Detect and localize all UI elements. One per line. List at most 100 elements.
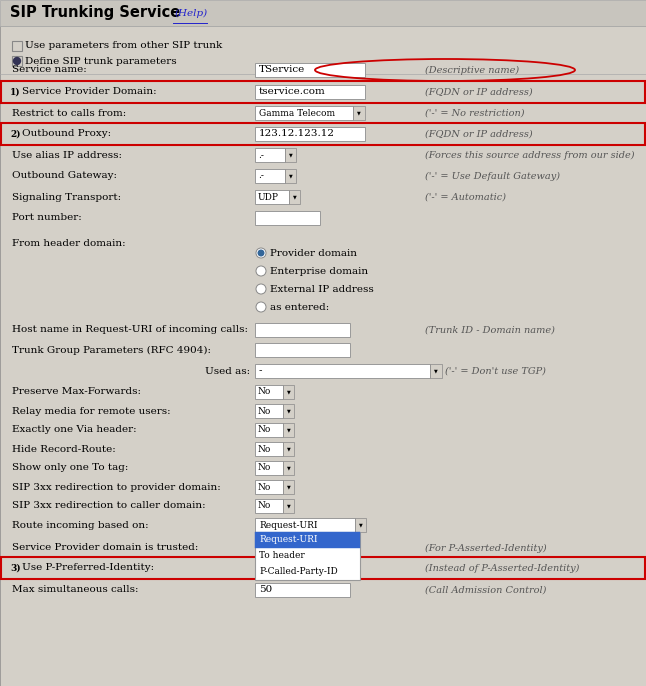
FancyBboxPatch shape xyxy=(255,385,283,399)
Text: (Descriptive name): (Descriptive name) xyxy=(425,65,519,75)
Circle shape xyxy=(256,266,266,276)
FancyBboxPatch shape xyxy=(255,561,289,575)
Text: 123.12.123.12: 123.12.123.12 xyxy=(259,130,335,139)
Text: Service name:: Service name: xyxy=(12,65,87,75)
FancyBboxPatch shape xyxy=(255,169,285,183)
Text: (FQDN or IP address): (FQDN or IP address) xyxy=(425,130,532,139)
Text: Route incoming based on:: Route incoming based on: xyxy=(12,521,149,530)
Text: ▼: ▼ xyxy=(293,565,297,571)
FancyBboxPatch shape xyxy=(285,148,296,162)
Text: .-: .- xyxy=(258,150,264,160)
FancyBboxPatch shape xyxy=(283,442,294,456)
Text: tservice.com: tservice.com xyxy=(259,88,326,97)
FancyBboxPatch shape xyxy=(255,127,365,141)
Text: 50: 50 xyxy=(259,585,272,595)
Text: P-Called-Party-ID: P-Called-Party-ID xyxy=(259,567,338,576)
Text: (Forces this source address from our side): (Forces this source address from our sid… xyxy=(425,150,634,160)
Text: No: No xyxy=(258,445,271,453)
Text: ▼: ▼ xyxy=(287,427,290,432)
Text: No: No xyxy=(258,388,271,397)
Text: Yes: Yes xyxy=(258,563,273,573)
Text: ▼: ▼ xyxy=(287,484,290,490)
Text: Signaling Transport:: Signaling Transport: xyxy=(12,193,121,202)
Text: Enterprise domain: Enterprise domain xyxy=(270,266,368,276)
Text: ▼: ▼ xyxy=(287,447,290,451)
Text: Port number:: Port number: xyxy=(12,213,82,222)
Text: ▼: ▼ xyxy=(287,390,290,394)
Text: ('-' = Automatic): ('-' = Automatic) xyxy=(425,193,506,202)
FancyBboxPatch shape xyxy=(255,85,365,99)
Text: ▼: ▼ xyxy=(357,110,361,115)
FancyBboxPatch shape xyxy=(430,364,442,378)
Text: (Call Admission Control): (Call Admission Control) xyxy=(425,585,547,595)
Text: External IP address: External IP address xyxy=(270,285,374,294)
Text: Exactly one Via header:: Exactly one Via header: xyxy=(12,425,136,434)
Text: Request-URI: Request-URI xyxy=(259,521,317,530)
FancyBboxPatch shape xyxy=(283,423,294,437)
Text: TService: TService xyxy=(259,65,306,75)
Text: Service Provider domain is trusted:: Service Provider domain is trusted: xyxy=(12,543,198,552)
Text: Use parameters from other SIP trunk: Use parameters from other SIP trunk xyxy=(25,41,222,51)
FancyBboxPatch shape xyxy=(1,123,645,145)
Text: Host name in Request-URI of incoming calls:: Host name in Request-URI of incoming cal… xyxy=(12,325,248,335)
Text: (Help): (Help) xyxy=(175,8,208,18)
Text: Outbound Gateway:: Outbound Gateway: xyxy=(12,172,117,180)
FancyBboxPatch shape xyxy=(255,423,283,437)
Text: .-: .- xyxy=(258,172,264,180)
Text: No: No xyxy=(258,425,271,434)
FancyBboxPatch shape xyxy=(255,499,283,513)
FancyBboxPatch shape xyxy=(355,518,366,532)
Text: Service Provider Domain:: Service Provider Domain: xyxy=(22,88,156,97)
Text: No: No xyxy=(258,501,271,510)
Text: No: No xyxy=(258,464,271,473)
Text: SIP 3xx redirection to provider domain:: SIP 3xx redirection to provider domain: xyxy=(12,482,221,491)
Text: No: No xyxy=(258,482,271,491)
Circle shape xyxy=(256,302,266,312)
Text: Preserve Max-Forwards:: Preserve Max-Forwards: xyxy=(12,388,141,397)
Text: Gamma Telecom: Gamma Telecom xyxy=(259,108,335,117)
Text: ('-' = No restriction): ('-' = No restriction) xyxy=(425,108,525,117)
Text: Trunk Group Parameters (RFC 4904):: Trunk Group Parameters (RFC 4904): xyxy=(12,346,211,355)
Text: ▼: ▼ xyxy=(287,466,290,471)
FancyBboxPatch shape xyxy=(283,461,294,475)
Text: To header: To header xyxy=(259,552,305,560)
Text: (FQDN or IP address): (FQDN or IP address) xyxy=(425,88,532,97)
Text: ▼: ▼ xyxy=(293,195,297,200)
FancyBboxPatch shape xyxy=(255,532,360,580)
FancyBboxPatch shape xyxy=(255,480,283,494)
Text: No: No xyxy=(258,407,271,416)
FancyBboxPatch shape xyxy=(283,480,294,494)
Text: SIP Trunking Service: SIP Trunking Service xyxy=(10,5,180,21)
FancyBboxPatch shape xyxy=(283,499,294,513)
FancyBboxPatch shape xyxy=(255,190,289,204)
FancyBboxPatch shape xyxy=(0,26,646,686)
Text: as entered:: as entered: xyxy=(270,303,329,311)
Text: Outbound Proxy:: Outbound Proxy: xyxy=(22,130,111,139)
FancyBboxPatch shape xyxy=(255,211,320,225)
Text: From header domain:: From header domain: xyxy=(12,239,125,248)
FancyBboxPatch shape xyxy=(255,404,283,418)
Circle shape xyxy=(256,284,266,294)
FancyBboxPatch shape xyxy=(255,583,350,597)
FancyBboxPatch shape xyxy=(289,190,300,204)
FancyBboxPatch shape xyxy=(255,442,283,456)
Text: -: - xyxy=(259,366,262,375)
Text: (Trunk ID - Domain name): (Trunk ID - Domain name) xyxy=(425,325,555,335)
Circle shape xyxy=(14,58,21,64)
Text: ('-' = Don't use TGP): ('-' = Don't use TGP) xyxy=(445,366,546,375)
FancyBboxPatch shape xyxy=(255,148,285,162)
FancyBboxPatch shape xyxy=(1,557,645,579)
Text: Use alias IP address:: Use alias IP address: xyxy=(12,150,122,160)
Text: (For P-Asserted-Identity): (For P-Asserted-Identity) xyxy=(425,543,547,552)
Circle shape xyxy=(258,250,264,256)
FancyBboxPatch shape xyxy=(255,364,430,378)
Text: ▼: ▼ xyxy=(287,504,290,508)
Text: ▼: ▼ xyxy=(289,174,293,178)
FancyBboxPatch shape xyxy=(353,106,365,120)
Text: Show only one To tag:: Show only one To tag: xyxy=(12,464,129,473)
Text: (Instead of P-Asserted-Identity): (Instead of P-Asserted-Identity) xyxy=(425,563,579,573)
Text: Request-URI: Request-URI xyxy=(259,536,317,545)
FancyBboxPatch shape xyxy=(255,532,360,548)
Text: Restrict to calls from:: Restrict to calls from: xyxy=(12,108,126,117)
FancyBboxPatch shape xyxy=(283,404,294,418)
